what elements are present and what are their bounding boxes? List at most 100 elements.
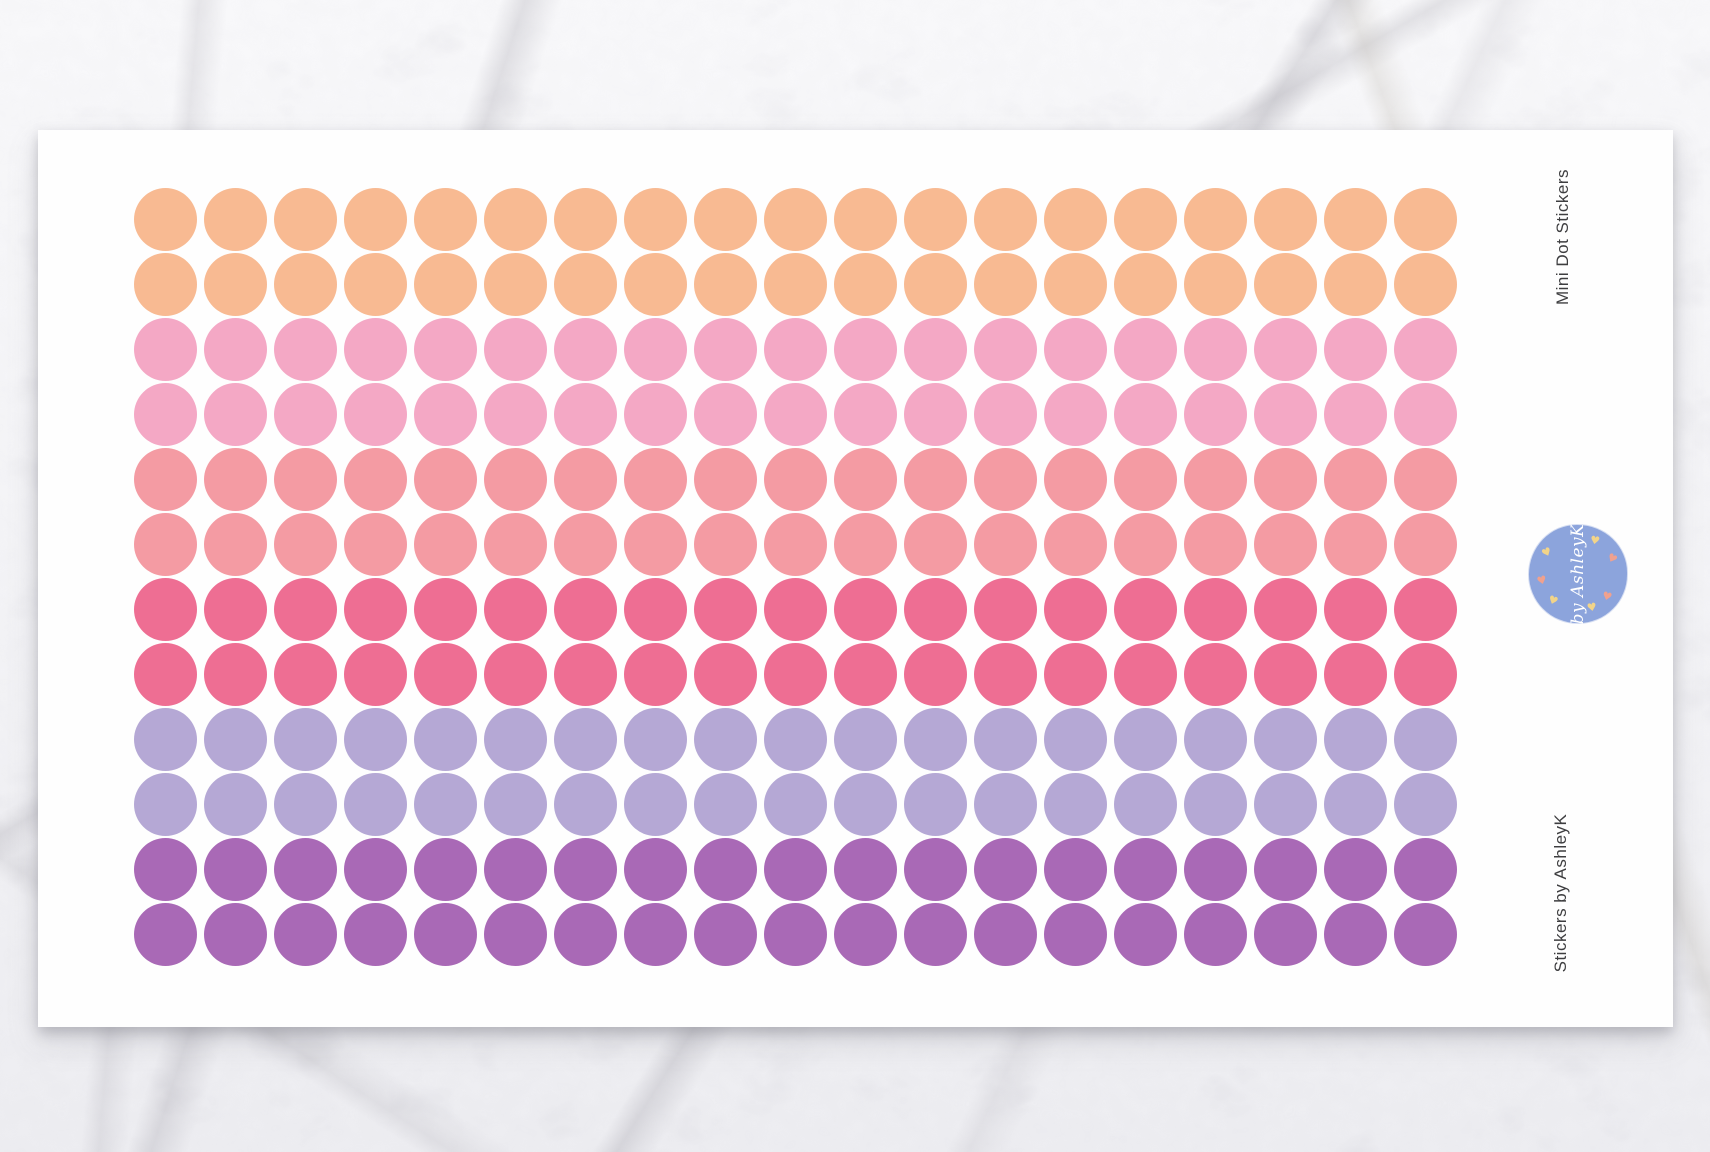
- dot-sticker-raspberry: [1393, 643, 1457, 706]
- dot-sticker-raspberry: [343, 578, 407, 641]
- dot-sticker-raspberry: [1043, 643, 1107, 706]
- dot-sticker-purple: [623, 903, 687, 966]
- dot-sticker-salmon: [1323, 448, 1387, 511]
- dot-sticker-raspberry: [973, 643, 1037, 706]
- dot-sticker-peach: [133, 253, 197, 316]
- dot-sticker-peach: [203, 188, 267, 251]
- dot-sticker-raspberry: [273, 578, 337, 641]
- dot-sticker-purple: [413, 838, 477, 901]
- dot-sticker-peach: [1183, 253, 1247, 316]
- dot-sticker-lavender: [203, 708, 267, 771]
- dot-sticker-raspberry: [1323, 578, 1387, 641]
- dot-sticker-purple: [273, 903, 337, 966]
- dot-sticker-lavender: [1183, 708, 1247, 771]
- dot-sticker-pink: [833, 318, 897, 381]
- dot-sticker-lavender: [1393, 708, 1457, 771]
- dot-sticker-pink: [763, 383, 827, 446]
- dot-sticker-raspberry: [623, 643, 687, 706]
- dot-sticker-salmon: [553, 513, 617, 576]
- dot-sticker-pink: [273, 383, 337, 446]
- dot-sticker-raspberry: [1253, 578, 1317, 641]
- dot-sticker-peach: [623, 188, 687, 251]
- dot-sticker-lavender: [903, 708, 967, 771]
- dot-sticker-lavender: [973, 708, 1037, 771]
- dot-sticker-purple: [1323, 903, 1387, 966]
- dot-sticker-salmon: [273, 513, 337, 576]
- dot-sticker-raspberry: [763, 643, 827, 706]
- dot-sticker-purple: [693, 903, 757, 966]
- dot-sticker-pink: [903, 383, 967, 446]
- dot-sticker-purple: [903, 903, 967, 966]
- dot-sticker-lavender: [413, 708, 477, 771]
- dot-sticker-pink: [1253, 383, 1317, 446]
- dot-sticker-purple: [833, 903, 897, 966]
- dot-sticker-pink: [1393, 383, 1457, 446]
- dot-sticker-salmon: [1183, 513, 1247, 576]
- dot-sticker-peach: [1393, 188, 1457, 251]
- dot-sticker-salmon: [343, 513, 407, 576]
- dot-sticker-peach: [553, 253, 617, 316]
- dot-sticker-purple: [1393, 903, 1457, 966]
- dot-sticker-peach: [1043, 188, 1107, 251]
- dot-sticker-lavender: [903, 773, 967, 836]
- dot-sticker-lavender: [1253, 708, 1317, 771]
- dot-sticker-peach: [763, 253, 827, 316]
- dot-sticker-lavender: [833, 773, 897, 836]
- dot-sticker-raspberry: [833, 578, 897, 641]
- dot-sticker-pink: [693, 318, 757, 381]
- dot-sticker-raspberry: [1183, 578, 1247, 641]
- dot-sticker-peach: [693, 253, 757, 316]
- dot-sticker-peach: [833, 253, 897, 316]
- dot-sticker-purple: [763, 838, 827, 901]
- dot-sticker-peach: [1323, 253, 1387, 316]
- dot-sticker-peach: [693, 188, 757, 251]
- dot-sticker-pink: [1113, 318, 1177, 381]
- dot-sticker-lavender: [763, 773, 827, 836]
- dot-sticker-pink: [1043, 383, 1107, 446]
- dot-sticker-peach: [343, 253, 407, 316]
- sticker-sheet: Mini Dot Stickers Stickers by AshleyK by…: [38, 130, 1673, 1027]
- dot-sticker-pink: [343, 383, 407, 446]
- dot-sticker-lavender: [763, 708, 827, 771]
- dot-sticker-raspberry: [903, 578, 967, 641]
- dot-sticker-purple: [203, 903, 267, 966]
- dot-sticker-peach: [903, 188, 967, 251]
- dot-sticker-lavender: [1043, 773, 1107, 836]
- dot-sticker-salmon: [413, 513, 477, 576]
- dot-sticker-lavender: [343, 773, 407, 836]
- dot-sticker-pink: [413, 383, 477, 446]
- ashleyk-logo-badge: by AshleyK ♥ ♥ ♥ ♥ ♥ ♥ ♥: [1529, 524, 1627, 624]
- dot-sticker-raspberry: [553, 578, 617, 641]
- dot-sticker-pink: [413, 318, 477, 381]
- dot-sticker-purple: [1183, 903, 1247, 966]
- dot-sticker-raspberry: [1393, 578, 1457, 641]
- dot-sticker-raspberry: [1323, 643, 1387, 706]
- dot-sticker-lavender: [1253, 773, 1317, 836]
- dot-sticker-lavender: [553, 773, 617, 836]
- dot-sticker-lavender: [693, 708, 757, 771]
- dot-sticker-raspberry: [833, 643, 897, 706]
- dot-sticker-peach: [1253, 188, 1317, 251]
- dot-sticker-salmon: [693, 448, 757, 511]
- dot-sticker-pink: [973, 383, 1037, 446]
- dot-sticker-lavender: [1043, 708, 1107, 771]
- dot-sticker-pink: [903, 318, 967, 381]
- dot-sticker-lavender: [483, 708, 547, 771]
- dot-sticker-salmon: [553, 448, 617, 511]
- dot-sticker-salmon: [343, 448, 407, 511]
- dot-sticker-purple: [273, 838, 337, 901]
- dot-sticker-salmon: [973, 513, 1037, 576]
- dot-sticker-purple: [1043, 903, 1107, 966]
- dot-sticker-pink: [623, 318, 687, 381]
- dot-sticker-salmon: [623, 513, 687, 576]
- dot-sticker-lavender: [483, 773, 547, 836]
- dot-sticker-pink: [483, 318, 547, 381]
- dot-sticker-lavender: [133, 773, 197, 836]
- dot-sticker-raspberry: [623, 578, 687, 641]
- dot-sticker-salmon: [413, 448, 477, 511]
- dot-sticker-raspberry: [1043, 578, 1107, 641]
- dot-sticker-purple: [483, 903, 547, 966]
- dot-sticker-purple: [1043, 838, 1107, 901]
- dot-sticker-pink: [1323, 318, 1387, 381]
- dot-sticker-pink: [1183, 318, 1247, 381]
